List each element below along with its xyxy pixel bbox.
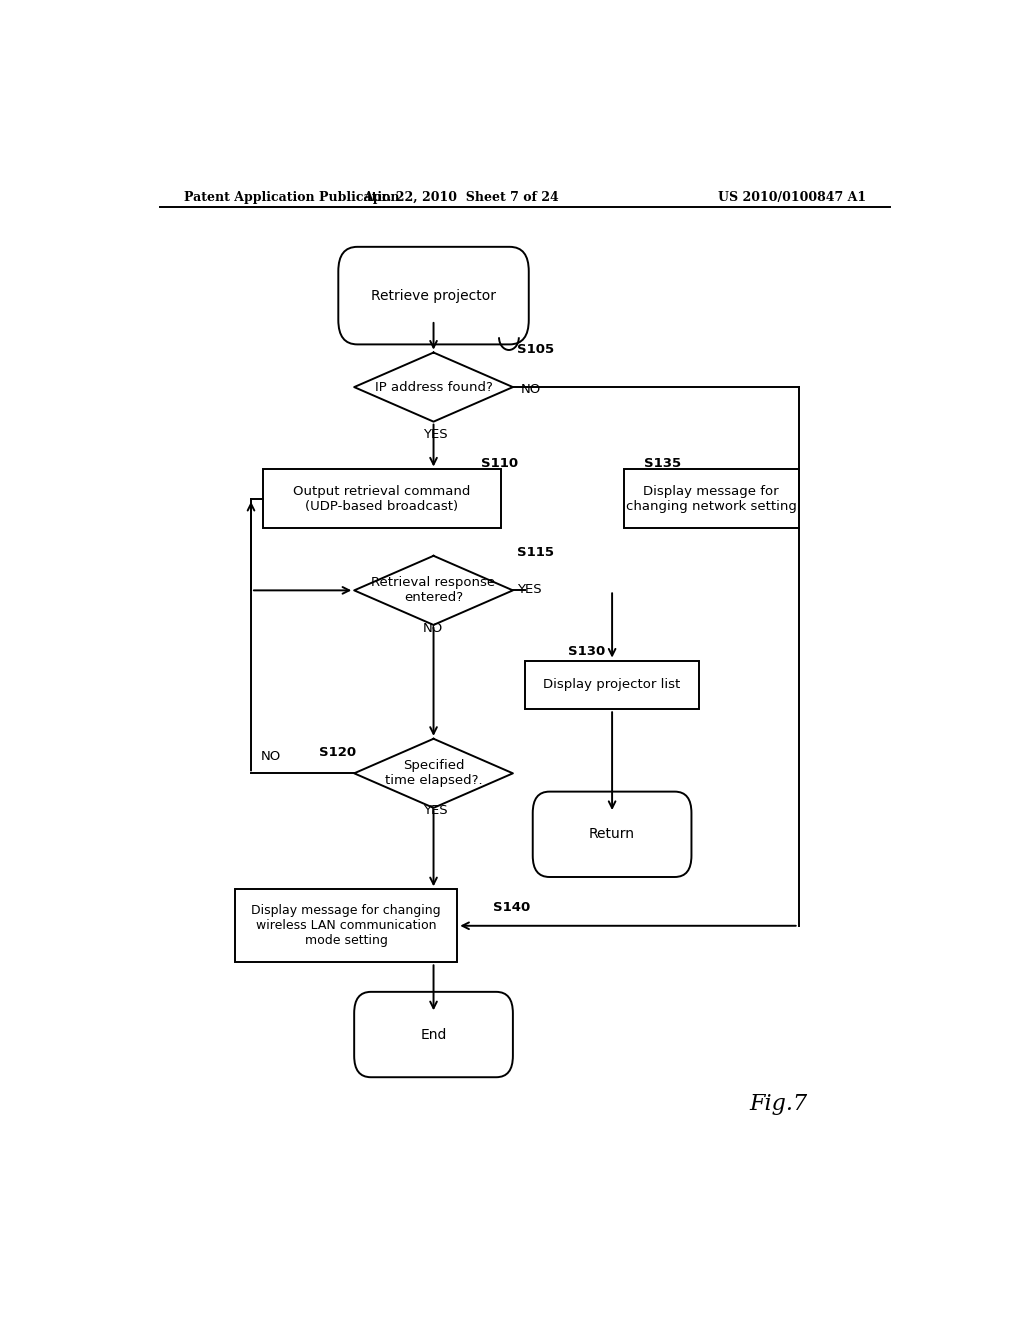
Text: US 2010/0100847 A1: US 2010/0100847 A1	[718, 190, 866, 203]
Text: Fig.7: Fig.7	[750, 1093, 808, 1114]
Text: Apr. 22, 2010  Sheet 7 of 24: Apr. 22, 2010 Sheet 7 of 24	[364, 190, 559, 203]
Text: S110: S110	[481, 457, 518, 470]
Text: Display message for changing
wireless LAN communication
mode setting: Display message for changing wireless LA…	[252, 904, 441, 948]
Bar	[524, 660, 699, 709]
Text: NO: NO	[521, 383, 541, 396]
Text: S140: S140	[494, 902, 530, 913]
Text: Display projector list: Display projector list	[544, 678, 681, 692]
Text: Retrieve projector: Retrieve projector	[371, 289, 496, 302]
FancyBboxPatch shape	[532, 792, 691, 876]
Text: Output retrieval command
(UDP-based broadcast): Output retrieval command (UDP-based broa…	[293, 484, 471, 513]
Text: S120: S120	[319, 747, 356, 759]
Text: YES: YES	[423, 429, 447, 441]
FancyBboxPatch shape	[338, 247, 528, 345]
Text: S135: S135	[644, 457, 681, 470]
Bar	[624, 470, 799, 528]
FancyBboxPatch shape	[354, 991, 513, 1077]
Text: S115: S115	[517, 546, 554, 560]
Text: Specified
time elapsed?.: Specified time elapsed?.	[385, 759, 482, 787]
Text: YES: YES	[423, 804, 447, 817]
Bar	[236, 890, 458, 962]
Bar	[263, 470, 501, 528]
Text: NO: NO	[261, 750, 282, 763]
Text: End: End	[420, 1027, 446, 1041]
Text: Retrieval response
entered?: Retrieval response entered?	[372, 577, 496, 605]
Text: YES: YES	[517, 583, 542, 595]
Text: Return: Return	[589, 828, 635, 841]
Text: IP address found?: IP address found?	[375, 380, 493, 393]
Text: Patent Application Publication: Patent Application Publication	[183, 190, 399, 203]
Text: NO: NO	[423, 623, 443, 635]
Polygon shape	[354, 739, 513, 808]
Text: Display message for
changing network setting: Display message for changing network set…	[626, 484, 797, 513]
Text: S105: S105	[517, 343, 554, 356]
Text: S130: S130	[568, 645, 606, 657]
Polygon shape	[354, 556, 513, 624]
Polygon shape	[354, 352, 513, 421]
